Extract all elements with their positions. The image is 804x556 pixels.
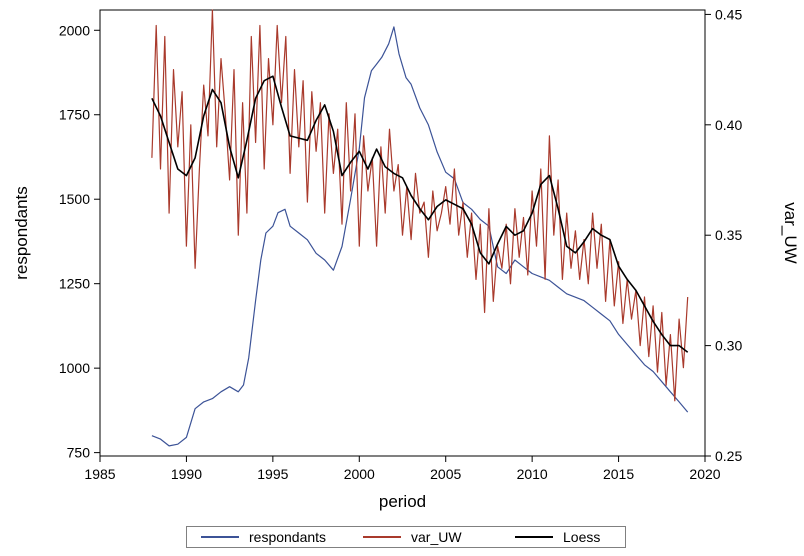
series-line-loess xyxy=(151,75,689,353)
legend: respondants var_UW Loess xyxy=(186,526,626,548)
y-right-tick-label: 0.45 xyxy=(715,6,742,22)
plot-frame xyxy=(99,9,706,457)
x-tick-label: 2000 xyxy=(344,466,375,482)
series-line-respondants xyxy=(151,26,689,447)
x-axis-label: period xyxy=(379,492,426,511)
y-left-axis-label: respondants xyxy=(12,186,31,280)
y-right-axis: 0.25 0.30 0.35 0.40 0.45 xyxy=(705,6,742,464)
x-tick-label: 1995 xyxy=(257,466,288,482)
y-right-axis-label: var_UW xyxy=(781,202,800,263)
x-tick-label: 2015 xyxy=(603,466,634,482)
y-right-tick-label: 0.40 xyxy=(715,117,742,133)
y-left-tick-label: 1500 xyxy=(59,191,90,207)
series-line-var-uw xyxy=(151,9,689,402)
legend-swatch-respondants xyxy=(201,536,239,538)
x-axis: 1985 1990 1995 2000 2005 2010 2015 2020 xyxy=(84,456,721,482)
legend-label-loess: Loess xyxy=(563,529,601,545)
y-left-tick-label: 750 xyxy=(67,445,91,461)
y-left-tick-label: 1000 xyxy=(59,360,90,376)
x-tick-label: 1985 xyxy=(84,466,115,482)
y-left-tick-label: 1250 xyxy=(59,276,90,292)
y-left-axis: 750 1000 1250 1500 1750 2000 xyxy=(59,22,100,461)
series-layer xyxy=(151,9,689,447)
y-right-tick-label: 0.35 xyxy=(715,227,742,243)
legend-item-loess: Loess xyxy=(515,527,600,547)
y-right-tick-label: 0.25 xyxy=(715,448,742,464)
x-tick-label: 2010 xyxy=(517,466,548,482)
x-tick-label: 2005 xyxy=(430,466,461,482)
x-tick-label: 1990 xyxy=(171,466,202,482)
x-tick-label: 2020 xyxy=(689,466,720,482)
y-left-tick-label: 1750 xyxy=(59,107,90,123)
y-right-tick-label: 0.30 xyxy=(715,338,742,354)
legend-swatch-loess xyxy=(515,536,553,538)
legend-item-respondants: respondants xyxy=(201,527,326,547)
legend-item-var-uw: var_UW xyxy=(363,527,462,547)
y-left-tick-label: 2000 xyxy=(59,22,90,38)
legend-label-var-uw: var_UW xyxy=(411,529,462,545)
legend-swatch-var-uw xyxy=(363,536,401,538)
legend-label-respondants: respondants xyxy=(249,529,327,545)
